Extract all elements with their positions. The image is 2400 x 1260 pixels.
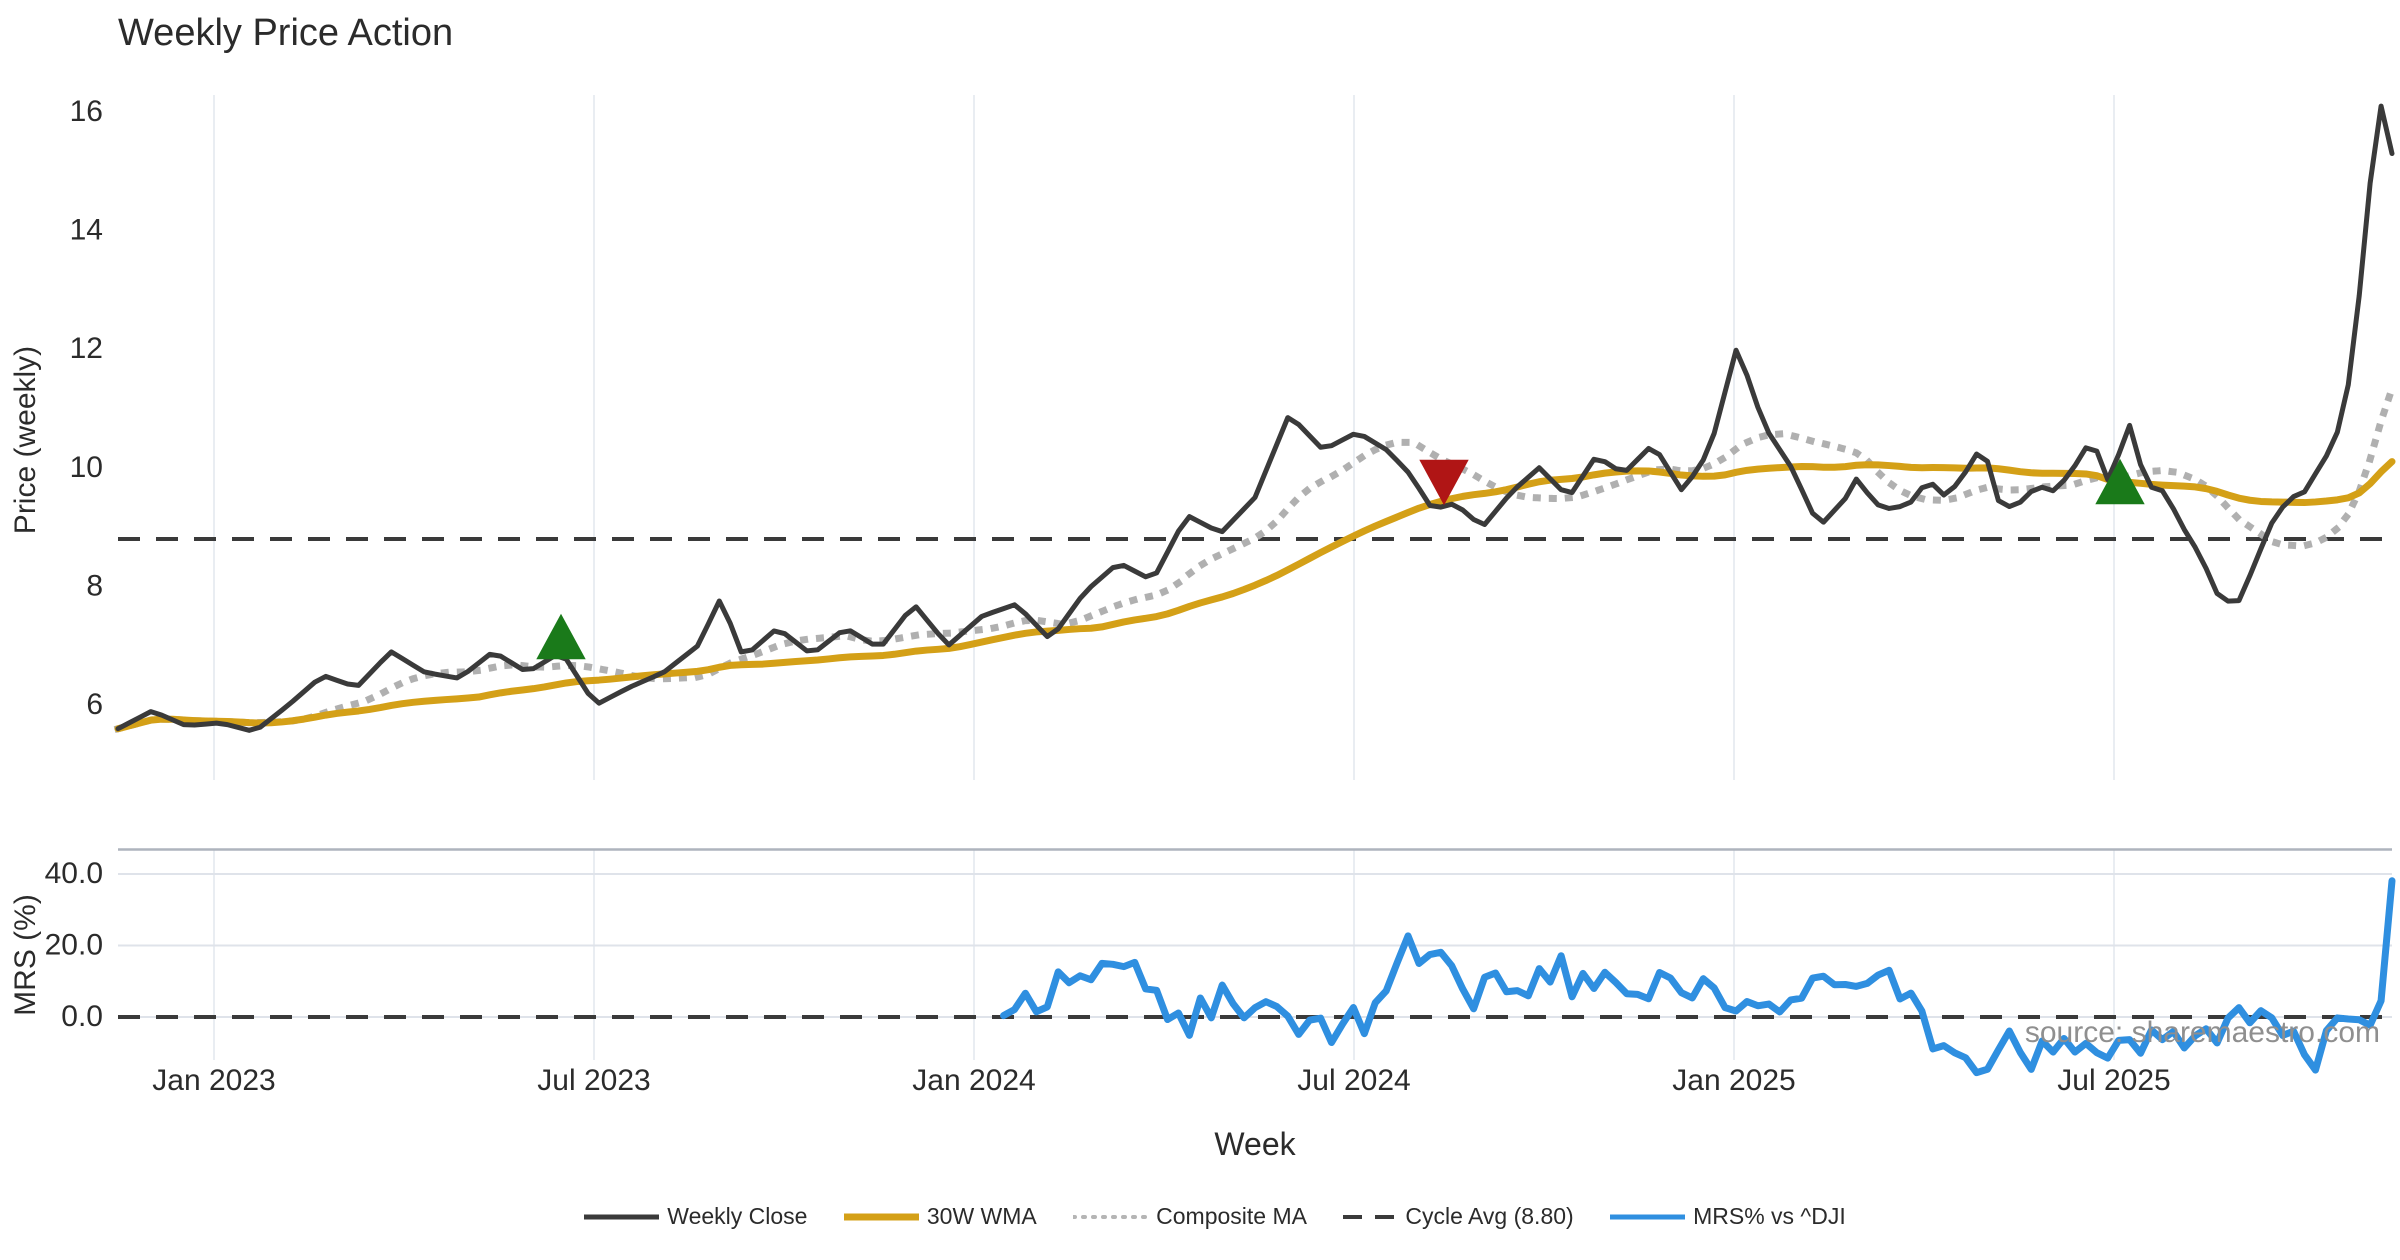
svg-text:Jul 2023: Jul 2023 [537,1064,650,1097]
svg-text:Jul 2024: Jul 2024 [1297,1064,1410,1097]
svg-text:MRS (%): MRS (%) [9,894,42,1016]
svg-text:8: 8 [86,569,103,602]
svg-text:Jan 2025: Jan 2025 [1672,1064,1795,1097]
svg-text:40.0: 40.0 [45,857,103,890]
svg-text:16: 16 [70,95,103,128]
svg-text:Jul 2025: Jul 2025 [2057,1064,2170,1097]
svg-text:Jan 2024: Jan 2024 [912,1064,1035,1097]
svg-text:12: 12 [70,332,103,365]
svg-text:Week: Week [1214,1126,1296,1162]
svg-text:14: 14 [70,214,103,247]
svg-text:Price (weekly): Price (weekly) [9,346,42,534]
svg-text:10: 10 [70,451,103,484]
svg-text:6: 6 [86,688,103,721]
svg-text:0.0: 0.0 [61,1000,103,1033]
svg-text:Jan 2023: Jan 2023 [152,1064,275,1097]
svg-text:source: sharemaestro.com: source: sharemaestro.com [2025,1016,2380,1049]
svg-text:20.0: 20.0 [45,929,103,962]
